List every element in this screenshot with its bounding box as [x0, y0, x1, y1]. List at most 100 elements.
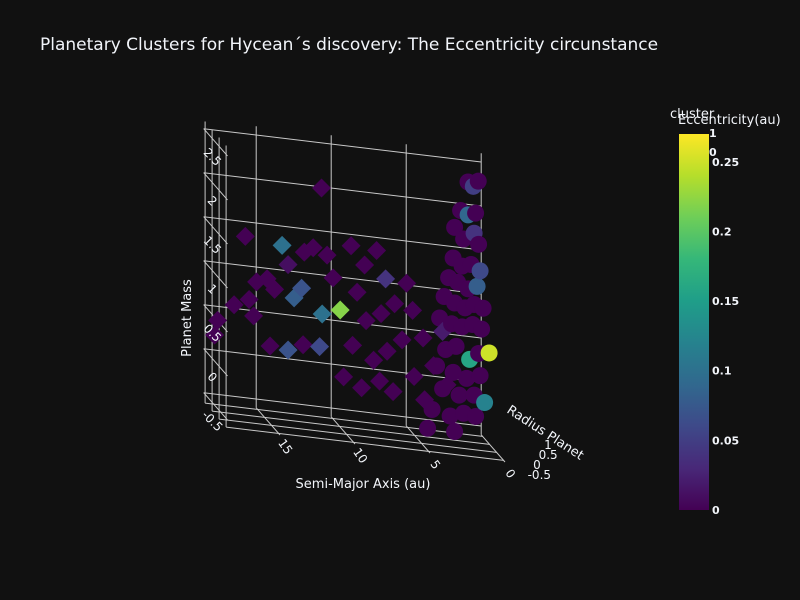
data-point-diamond — [377, 341, 397, 361]
data-point-diamond — [343, 335, 363, 355]
colorbar-tick-label: 0.1 — [712, 365, 732, 378]
side-grid-m — [203, 260, 228, 289]
wall-grid-m — [203, 172, 482, 207]
data-point-diamond — [356, 311, 376, 331]
data-point-circle — [473, 320, 491, 338]
y-tick-label: 0.5 — [539, 448, 558, 462]
data-points — [205, 172, 498, 441]
data-point-diamond — [330, 300, 350, 320]
data-point-circle — [450, 386, 468, 404]
y-tick-label: 1 — [544, 438, 552, 452]
data-point-circle — [423, 400, 441, 418]
z-tick-label: 0 — [205, 369, 220, 384]
data-point-circle — [469, 172, 487, 190]
cluster-colorbar-title: cluster — [670, 107, 715, 122]
floor-grid-a — [405, 425, 431, 454]
side-grid-m — [203, 348, 228, 377]
data-point-circle — [428, 357, 446, 375]
data-point-diamond — [397, 273, 417, 293]
data-point-diamond — [208, 310, 228, 330]
floor-grid-a — [480, 434, 506, 463]
data-point-diamond — [323, 268, 343, 288]
cluster-tick-1: 1 — [709, 127, 717, 140]
chart-title: Planetary Clusters for Hycean´s discover… — [40, 35, 658, 55]
z-tick-label: 1 — [205, 281, 220, 296]
y-tick-label: -0.5 — [528, 468, 551, 482]
floor-grid-r — [205, 402, 483, 437]
data-point-diamond — [355, 255, 375, 275]
data-point-diamond — [404, 367, 424, 386]
colorbar-tick-label: 0.15 — [712, 295, 739, 308]
z-tick-label: 2 — [205, 193, 220, 208]
cluster-tick-0: 0 — [709, 146, 717, 159]
colorbar-tick-label: 0.25 — [712, 156, 739, 169]
data-point-circle — [419, 419, 437, 437]
data-point-diamond — [312, 304, 332, 324]
z-tick-label: 2.5 — [201, 145, 224, 168]
side-grid-m — [203, 128, 228, 157]
data-point-diamond — [364, 350, 384, 370]
data-point-circle — [444, 363, 462, 381]
data-point-circle — [458, 369, 476, 387]
data-point-diamond — [367, 241, 387, 261]
data-point-circle — [468, 277, 486, 295]
wall-grid-m — [203, 216, 482, 251]
data-point-diamond — [239, 290, 259, 309]
data-point-diamond — [244, 306, 264, 326]
x-tick-label: 15 — [275, 436, 295, 457]
data-point-diamond — [278, 255, 298, 275]
data-point-circle — [441, 407, 459, 425]
colorbar-tick-label: 0.05 — [712, 434, 739, 447]
floor-grid-r — [212, 410, 490, 445]
x-tick-label: 5 — [427, 458, 443, 472]
data-point-diamond — [413, 328, 433, 348]
data-point-diamond — [383, 382, 403, 402]
side-grid-m — [203, 216, 228, 245]
side-grid-m — [203, 392, 228, 421]
floor-grid-r — [219, 418, 497, 453]
wall-grid-m — [203, 260, 482, 295]
data-point-diamond — [392, 330, 412, 350]
data-point-circle — [471, 262, 489, 280]
data-point-diamond — [312, 178, 332, 198]
data-point-diamond — [371, 304, 391, 324]
data-point-diamond — [260, 336, 280, 356]
data-point-diamond — [235, 226, 255, 246]
data-point-circle — [446, 423, 464, 441]
data-point-diamond — [265, 279, 285, 299]
data-point-diamond — [403, 300, 423, 320]
data-point-diamond — [278, 340, 298, 360]
x-tick-label: 10 — [350, 445, 370, 466]
colorbar-title: Eccentricity(au) — [678, 113, 781, 128]
data-point-circle — [447, 337, 465, 355]
data-point-circle — [470, 235, 488, 253]
colorbar-tick-label: 0 — [712, 504, 720, 517]
data-point-diamond — [376, 269, 396, 289]
floor-grid-r — [226, 426, 504, 461]
floor-grid-a — [330, 416, 356, 445]
z-tick-label: 1.5 — [201, 233, 224, 256]
data-point-diamond — [293, 335, 313, 355]
data-point-circle — [474, 299, 492, 317]
x-tick-label: 0 — [502, 467, 518, 481]
x-axis-title: Semi-Major Axis (au) — [296, 477, 431, 492]
data-point-circle — [467, 204, 485, 222]
colorbar — [679, 134, 709, 510]
wall-grid-m — [203, 128, 482, 163]
data-point-diamond — [317, 245, 337, 265]
data-point-circle — [476, 394, 494, 412]
data-point-diamond — [370, 371, 390, 391]
y-tick-label: 0 — [533, 458, 541, 472]
data-point-diamond — [272, 235, 292, 255]
colorbar-ticks: 0 0.05 0.1 0.15 0.2 0.25 — [712, 156, 739, 517]
colorbar-tick-label: 0.2 — [712, 225, 732, 238]
floor-grid-a — [255, 407, 281, 436]
data-point-diamond — [385, 294, 405, 314]
z-axis-title: Planet Mass — [180, 279, 195, 357]
wall-grid-m — [203, 392, 482, 427]
data-point-diamond — [303, 238, 323, 258]
data-point-diamond — [205, 325, 225, 345]
data-point-diamond — [352, 378, 372, 398]
side-grid-m — [203, 172, 228, 201]
